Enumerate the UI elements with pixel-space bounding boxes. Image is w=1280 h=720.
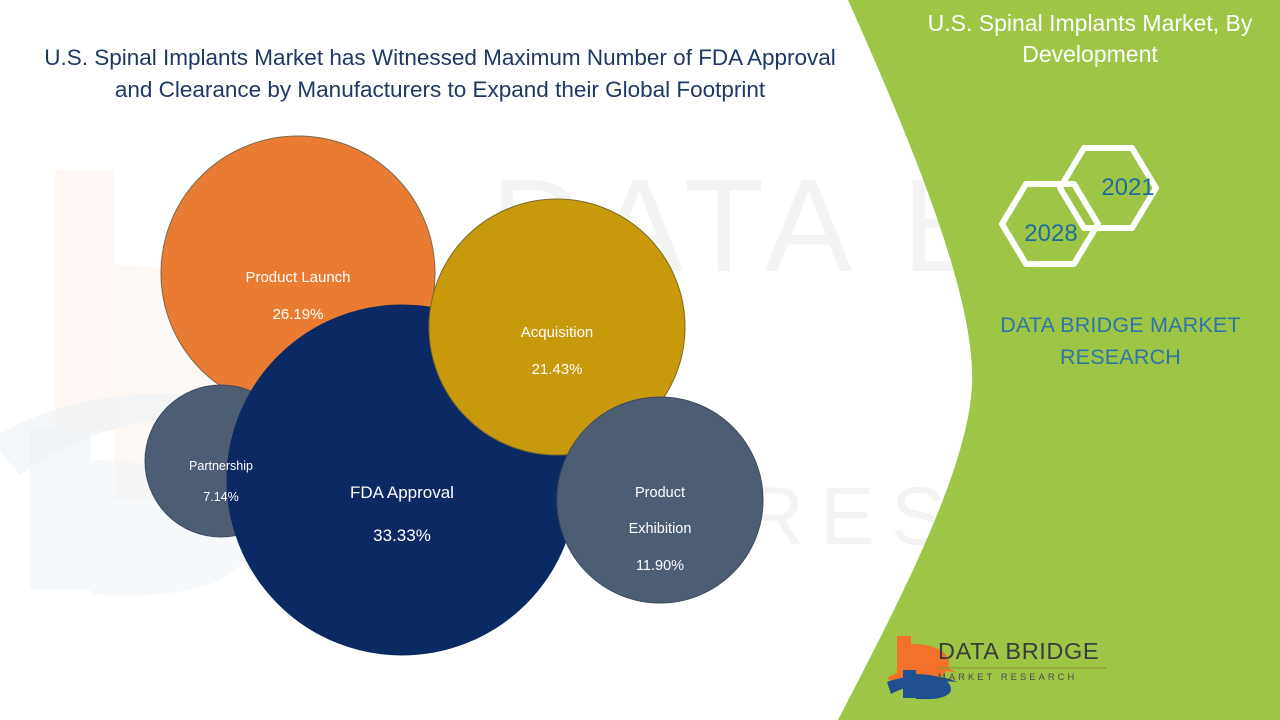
logo-wordmark: DATA BRIDGE: [938, 638, 1100, 664]
bubble-product-exhibition[interactable]: [556, 396, 764, 604]
hexagon-label-2021: 2021: [1101, 174, 1155, 201]
logo-subtitle: MARKET RESEARCH: [938, 672, 1078, 682]
hexagon-label-2028: 2028: [1024, 220, 1078, 247]
hexagon-2021-icon: [1057, 145, 1159, 231]
hexagon-2028-icon: [999, 181, 1101, 267]
bubble-acquisition[interactable]: [428, 198, 686, 456]
page-title: U.S. Spinal Implants Market has Witnesse…: [44, 45, 836, 102]
databridge-logo-icon: [887, 636, 1107, 700]
brand-name: DATA BRIDGE MARKET RESEARCH: [1000, 313, 1241, 369]
bubble-chart: [144, 135, 764, 656]
panel-title: U.S. Spinal Implants Market, By Developm…: [927, 10, 1253, 67]
logo-b-mark-icon: [887, 636, 957, 700]
hexagon-badges: [999, 145, 1159, 267]
